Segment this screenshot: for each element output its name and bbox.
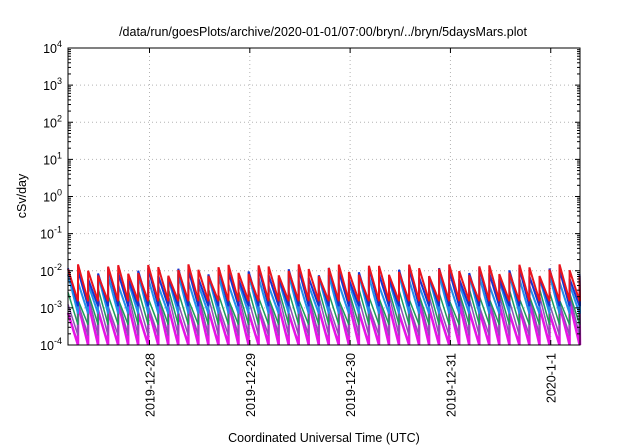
x-tick-label: 2019-12-29 — [244, 353, 258, 417]
y-tick-label: 10-1 — [40, 225, 62, 242]
x-tick-label: 2019-12-28 — [144, 353, 158, 417]
y-tick-exponent: 2 — [57, 113, 62, 123]
x-axis-label: Coordinated Universal Time (UTC) — [228, 431, 420, 445]
x-tick-label: 2019-12-31 — [444, 353, 458, 417]
y-tick-label: 101 — [43, 150, 62, 167]
y-tick-exponent: -2 — [54, 262, 62, 272]
y-tick-label: 10-2 — [40, 262, 62, 279]
y-tick-label: 102 — [43, 113, 62, 130]
x-tick-label: 2019-12-30 — [344, 353, 358, 417]
y-tick-exponent: 3 — [57, 76, 62, 86]
series-group — [66, 264, 582, 346]
y-tick-label: 104 — [43, 39, 62, 56]
y-tick-exponent: 4 — [57, 39, 62, 49]
y-tick-exponent: -1 — [54, 225, 62, 235]
x-tick-label: 2020-1-1 — [545, 353, 559, 403]
y-tick-exponent: 1 — [57, 150, 62, 160]
y-tick-exponent: -4 — [54, 336, 62, 346]
y-tick-label: 103 — [43, 76, 62, 93]
y-tick-label: 10-4 — [40, 336, 62, 353]
chart-title: /data/run/goesPlots/archive/2020-01-01/0… — [119, 25, 527, 39]
y-tick-label: 100 — [43, 188, 62, 205]
series-line-0 — [67, 264, 581, 302]
y-axis-label: cSv/day — [15, 173, 29, 218]
y-tick-exponent: 0 — [57, 188, 62, 198]
y-tick-label: 10-3 — [40, 299, 62, 316]
y-tick-exponent: -3 — [54, 299, 62, 309]
x-axis-ticks: 2019-12-28 2019-12-29 2019-12-30 2019-12-31… — [144, 48, 559, 417]
